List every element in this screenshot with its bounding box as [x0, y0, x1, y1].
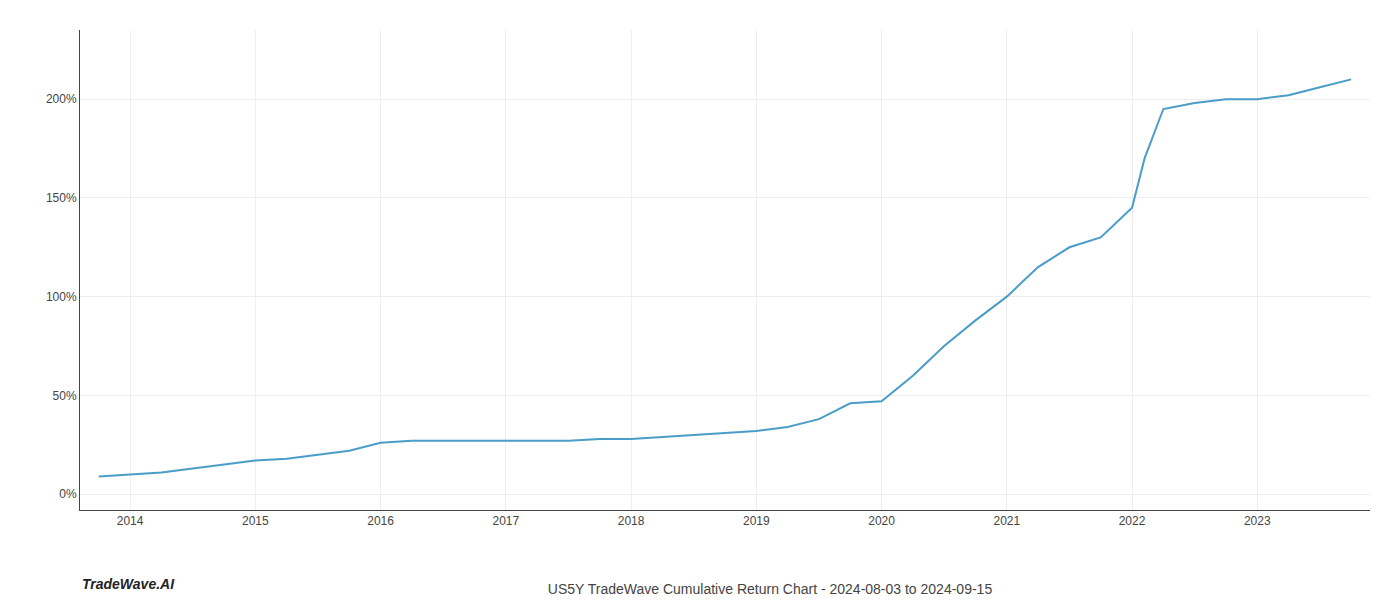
- svg-text:2017: 2017: [492, 514, 519, 528]
- svg-text:200%: 200%: [46, 92, 77, 106]
- svg-text:2016: 2016: [367, 514, 394, 528]
- svg-text:2018: 2018: [618, 514, 645, 528]
- svg-text:2023: 2023: [1244, 514, 1271, 528]
- svg-text:100%: 100%: [46, 290, 77, 304]
- svg-text:0%: 0%: [59, 487, 77, 501]
- svg-text:TradeWave.AI: TradeWave.AI: [82, 576, 175, 592]
- svg-text:50%: 50%: [53, 389, 77, 403]
- svg-text:US5Y TradeWave Cumulative Retu: US5Y TradeWave Cumulative Return Chart -…: [548, 581, 993, 597]
- svg-text:2021: 2021: [993, 514, 1020, 528]
- svg-text:2020: 2020: [868, 514, 895, 528]
- svg-text:150%: 150%: [46, 191, 77, 205]
- svg-text:2014: 2014: [117, 514, 144, 528]
- svg-text:2019: 2019: [743, 514, 770, 528]
- svg-text:2022: 2022: [1119, 514, 1146, 528]
- svg-text:2015: 2015: [242, 514, 269, 528]
